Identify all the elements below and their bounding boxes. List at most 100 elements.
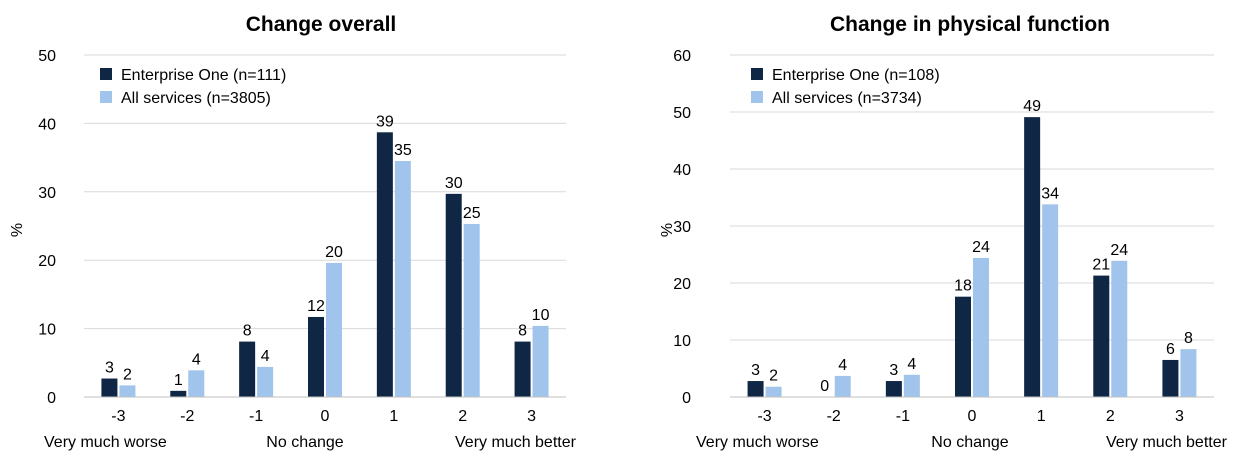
data-label: 20 [325, 244, 343, 261]
y-axis-label: % [9, 223, 26, 237]
data-label: 4 [192, 351, 201, 368]
data-label: 25 [463, 205, 481, 222]
bar-all-services [1180, 349, 1197, 397]
data-label: 3 [889, 362, 898, 379]
data-label: 6 [1166, 341, 1175, 358]
bar-all-services [765, 386, 782, 397]
y-tick-label: 50 [673, 105, 691, 122]
bar-enterprise-one [1024, 117, 1041, 397]
bar-enterprise-one [514, 341, 531, 397]
bar-all-services [903, 374, 920, 397]
y-tick-label: 30 [673, 219, 691, 236]
bar-all-services [834, 375, 851, 397]
x-tick-label: 1 [1037, 408, 1046, 425]
x-tick-label: -2 [180, 408, 194, 425]
data-label: 18 [954, 278, 972, 295]
legend-swatch [100, 91, 112, 103]
x-tick-label: -3 [757, 408, 771, 425]
y-tick-label: 0 [47, 390, 56, 407]
x-tick-label: -2 [827, 408, 841, 425]
y-tick-label: 40 [38, 116, 56, 133]
category-caption: Very much better [1106, 434, 1228, 451]
bar-enterprise-one [308, 316, 324, 397]
legend-swatch [751, 68, 763, 80]
bar-enterprise-one [445, 193, 462, 397]
bar-all-services [1111, 260, 1128, 397]
data-label: 3 [751, 362, 760, 379]
data-label: 21 [1092, 257, 1110, 274]
y-tick-label: 50 [38, 48, 56, 65]
bar-all-services [257, 366, 274, 397]
data-label: 8 [1184, 330, 1193, 347]
data-label: 4 [907, 356, 916, 373]
data-label: 0 [820, 378, 829, 395]
y-tick-label: 30 [38, 185, 56, 202]
data-label: 30 [445, 175, 463, 192]
bar-all-services [119, 385, 136, 397]
y-axis-label: % [659, 223, 676, 237]
chart-title: Change in physical function [830, 13, 1110, 36]
x-tick-label: -3 [111, 408, 125, 425]
y-tick-label: 10 [673, 333, 691, 350]
legend-entry: All services (n=3734) [772, 90, 922, 107]
category-caption: Very much worse [44, 434, 167, 451]
x-tick-label: 0 [968, 408, 977, 425]
bar-all-services [326, 262, 342, 397]
bar-enterprise-one [955, 296, 971, 397]
data-label: 39 [376, 113, 394, 130]
category-caption: Very much better [455, 434, 577, 451]
y-tick-label: 20 [673, 276, 691, 293]
x-tick-label: 3 [1175, 408, 1184, 425]
legend-swatch [751, 91, 763, 103]
chart-2: Change in physical function0102030405060… [659, 13, 1228, 451]
chart-title: Change overall [246, 13, 397, 36]
bar-all-services [532, 325, 549, 397]
x-tick-label: -1 [896, 408, 910, 425]
data-label: 8 [243, 323, 252, 340]
y-tick-label: 40 [673, 162, 691, 179]
data-label: 24 [972, 239, 990, 256]
data-label: 49 [1023, 98, 1041, 115]
data-label: 35 [394, 142, 412, 159]
bar-enterprise-one [1162, 359, 1179, 397]
data-label: 10 [532, 307, 550, 324]
data-label: 8 [518, 323, 527, 340]
legend-entry: All services (n=3805) [121, 90, 271, 107]
category-caption: Very much worse [696, 434, 819, 451]
bar-enterprise-one [170, 390, 187, 397]
bar-enterprise-one [885, 381, 902, 397]
bar-all-services [1042, 204, 1059, 397]
data-label: 1 [174, 372, 183, 389]
data-label: 4 [261, 348, 270, 365]
bar-all-services [463, 223, 480, 397]
legend-swatch [100, 68, 112, 80]
bar-all-services [188, 370, 205, 397]
data-label: 24 [1110, 242, 1128, 259]
data-label: 34 [1041, 185, 1059, 202]
y-tick-label: 60 [673, 48, 691, 65]
bar-enterprise-one [376, 132, 393, 398]
x-tick-label: 2 [1106, 408, 1115, 425]
bar-enterprise-one [101, 378, 118, 397]
x-tick-label: 1 [389, 408, 398, 425]
category-caption: No change [266, 434, 343, 451]
legend-entry: Enterprise One (n=108) [772, 67, 940, 84]
data-label: 3 [105, 360, 114, 377]
data-label: 4 [838, 357, 847, 374]
data-label: 2 [123, 366, 132, 383]
x-tick-label: 0 [321, 408, 330, 425]
data-label: 12 [307, 298, 325, 315]
data-label: 2 [769, 368, 778, 385]
y-tick-label: 20 [38, 253, 56, 270]
bar-enterprise-one [747, 381, 764, 397]
bar-all-services [973, 257, 989, 397]
legend-entry: Enterprise One (n=111) [121, 67, 286, 84]
bar-enterprise-one [1093, 275, 1110, 397]
x-tick-label: -1 [249, 408, 263, 425]
bar-all-services [394, 161, 411, 397]
y-tick-label: 10 [38, 322, 56, 339]
y-tick-label: 0 [682, 390, 691, 407]
